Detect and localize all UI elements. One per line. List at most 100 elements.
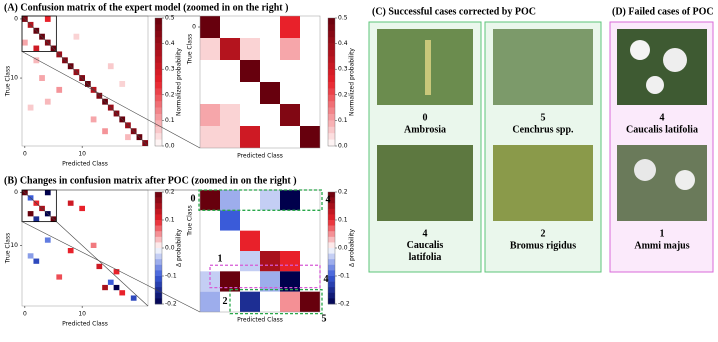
cell [300,251,320,272]
colorbar-step [155,24,162,32]
photo-detail [425,40,431,95]
cell [125,134,131,141]
cell [107,63,114,70]
colorbar-step [328,276,335,282]
colorbar-step [328,75,335,83]
diagonal [21,189,149,307]
colorbar-step [155,220,162,226]
colorbar-tick-label: 0.2 [165,91,175,98]
colorbar-label: Normalized probability [176,48,183,116]
colorbar-tick-label: -0.1 [338,273,350,280]
cell [200,60,220,82]
x-axis-label: Predicted Class [62,161,108,168]
colorbar-tick-label: 0.1 [165,217,175,224]
colorbar-step [328,88,335,96]
cell [33,216,40,222]
colorbar-step [155,203,162,210]
colorbar-step [328,94,335,102]
colorbar-step [328,18,335,25]
x-tick-label: 10 [78,151,86,158]
colorbar-step [328,292,335,299]
colorbar-step [328,107,335,115]
colorbar-step [155,236,162,243]
colorbar-step [328,197,335,204]
cell [300,190,320,211]
colorbar-step [328,114,335,121]
colorbar-step [155,192,162,198]
photo [377,145,473,221]
colorbar-step [328,214,335,221]
case-class: 0 [423,112,428,123]
y-tick-label: 0 [192,24,196,31]
cell [220,251,240,272]
colorbar-step [328,69,335,76]
cell [260,82,280,104]
cell [220,291,240,312]
cell [200,251,220,272]
cell [220,60,240,82]
highlight-box [229,288,323,315]
cell [240,271,260,292]
cell [27,253,34,259]
diagonal [21,15,149,147]
photo-detail [675,170,695,190]
colorbar-tick-label: 0.0 [338,245,348,252]
colorbar-tick-label: 0.0 [338,143,348,150]
colorbar-step [328,139,335,147]
cell [300,210,320,231]
cell [300,230,320,251]
colorbar-step [155,50,162,57]
cell [260,291,280,312]
y-axis-label: True Class [187,34,194,65]
cell [200,190,220,211]
colorbar-step [328,37,335,44]
colorbar-step [155,43,162,51]
cell [220,230,240,251]
cell [240,230,260,251]
photo-detail [630,40,650,60]
cell [119,81,126,87]
colorbar-step [328,298,335,305]
cell [300,82,320,104]
colorbar-step [155,75,162,83]
colorbar-step [155,18,162,25]
colorbar-step [155,94,162,102]
colorbar-step [155,270,162,277]
cell [260,60,280,82]
colorbar-step [328,126,335,134]
colorbar-step [155,133,162,140]
colorbar-step [155,69,162,76]
cell [280,271,300,292]
annotation: 0 [191,193,196,204]
zoom-connector [21,221,201,313]
cell [200,104,220,126]
cell [300,104,320,126]
colorbar-step [155,82,162,89]
y-tick-label: 0 [14,189,18,196]
cell [240,38,260,60]
cell [73,33,80,40]
panel-title: (D) Failed cases of POC [612,6,714,17]
cell [280,210,300,231]
case-class: 4 [423,228,428,239]
colorbar-step [328,208,335,215]
colorbar-tick-label: -0.2 [165,301,177,308]
zoom-box [21,15,57,52]
colorbar-step [155,231,162,238]
cell [280,38,300,60]
cell [240,104,260,126]
colorbar-tick-label: 0.4 [338,40,348,47]
cell [44,237,51,243]
cell [130,295,137,301]
colorbar-tick-label: 0.1 [165,117,175,124]
cell [67,248,74,254]
cell [33,45,40,52]
cell [90,242,97,248]
colorbar-step [328,101,335,108]
cell [200,38,220,60]
cell [102,284,108,291]
y-axis-label: True Class [187,205,194,236]
cell [33,258,40,264]
colorbar-tick-label: 0.2 [338,189,348,196]
